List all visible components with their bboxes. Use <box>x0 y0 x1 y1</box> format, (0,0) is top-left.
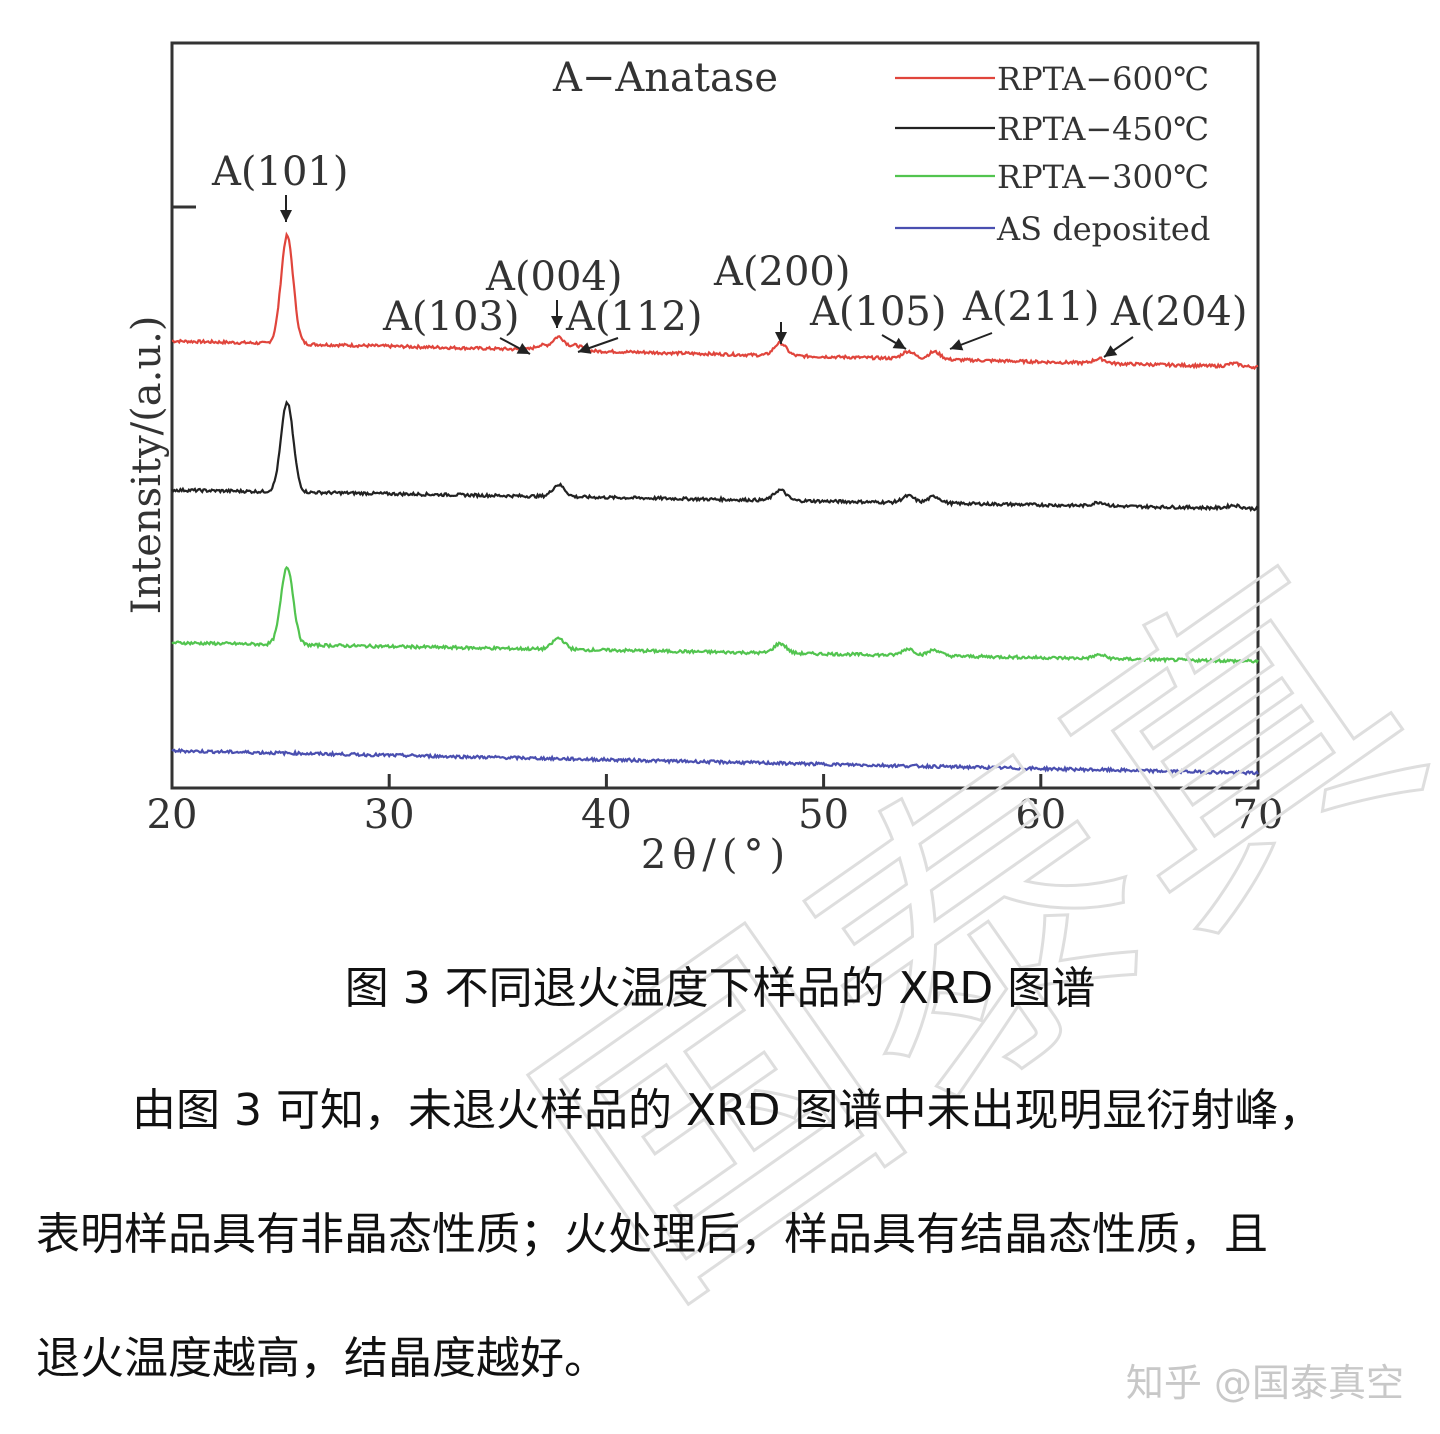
x-tick-label: 60 <box>1015 792 1066 838</box>
peak-arrow-head <box>1104 345 1118 357</box>
paragraph-line-2: 表明样品具有非晶态性质；火处理后，样品具有结晶态性质，且 <box>36 1209 1268 1260</box>
x-tick-label: 70 <box>1233 792 1284 838</box>
series-line-3 <box>171 565 1259 665</box>
peak-label: A(105) <box>809 289 946 335</box>
x-tick-label: 20 <box>147 792 198 838</box>
legend-label: RPTA−450℃ <box>997 110 1209 148</box>
peak-label: A(004) <box>485 254 622 300</box>
peak-arrow-head <box>280 210 292 222</box>
x-tick-label: 30 <box>364 792 415 838</box>
xrd-chart: 20 30 40 50 60 70 A(101)A(103)A(004)A(112)A(2… <box>124 41 1284 878</box>
series-line-2 <box>171 399 1259 513</box>
y-axis-label: Intensity/(a.u.) <box>124 316 170 615</box>
series-group <box>171 231 1259 776</box>
peak-label: A(204) <box>1110 289 1247 335</box>
legend-label: AS deposited <box>996 210 1210 248</box>
peak-label: A(211) <box>962 284 1099 330</box>
legend: RPTA−600℃ RPTA−450℃ RPTA−300℃ AS deposited <box>895 60 1210 248</box>
paragraph-line-1: 由图 3 可知，未退火样品的 XRD 图谱中未出现明显衍射峰， <box>132 1085 1323 1136</box>
zhihu-credit: 知乎 @国泰真空 <box>1125 1361 1404 1405</box>
x-axis-ticks: 20 30 40 50 60 70 <box>147 774 1284 838</box>
legend-label: RPTA−600℃ <box>997 60 1209 98</box>
peak-label: A(112) <box>565 294 702 340</box>
peak-arrow-head <box>578 342 592 354</box>
anatase-title: A−Anatase <box>552 55 778 101</box>
plot-frame <box>170 41 1260 790</box>
peak-annotations: A(101) A(103)A(004)A(112)A(200)A(105) A(21… <box>211 149 1247 358</box>
peak-arrow-head <box>950 339 964 351</box>
x-axis-label: 2θ/(°) <box>641 832 791 878</box>
figure-caption: 图 3 不同退火温度下样品的 XRD 图谱 <box>344 963 1096 1014</box>
peak-label: A(101) <box>211 149 348 195</box>
x-tick-label: 50 <box>798 792 849 838</box>
series-line-1 <box>171 231 1259 371</box>
legend-label: RPTA−300℃ <box>997 158 1209 196</box>
x-tick-label: 40 <box>581 792 632 838</box>
paragraph-line-3: 退火温度越高，结晶度越好。 <box>36 1333 608 1384</box>
peak-arrow-head <box>892 337 906 349</box>
peak-label: A(103) <box>382 294 519 340</box>
peak-label: A(200) <box>713 249 850 295</box>
peak-arrow-head <box>516 343 530 354</box>
series-line-4 <box>171 747 1259 776</box>
peak-arrow-head <box>551 316 563 328</box>
peak-arrow-head <box>775 332 787 344</box>
